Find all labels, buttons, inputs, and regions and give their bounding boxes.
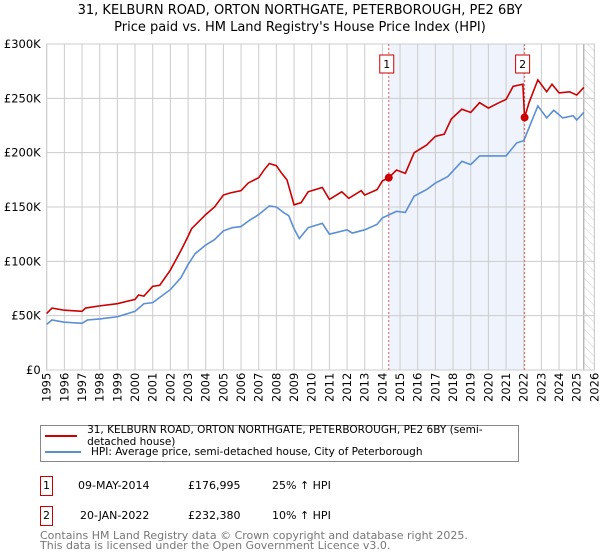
x-tick-label: 1995 xyxy=(40,373,54,402)
x-tick-label: 2005 xyxy=(216,373,230,402)
sale-date: 09-MAY-2014 xyxy=(78,479,150,492)
x-tick-label: 2001 xyxy=(146,373,160,402)
x-tick-label: 2019 xyxy=(464,373,478,402)
x-tick-label: 2024 xyxy=(552,373,566,402)
sale-marker-label: 1 xyxy=(383,58,390,71)
plot-border xyxy=(46,43,595,371)
x-tick-label: 2008 xyxy=(269,373,283,402)
x-tick-label: 1999 xyxy=(110,373,124,402)
x-tick-label: 2013 xyxy=(358,373,372,402)
x-tick-label: 2016 xyxy=(411,373,425,402)
legend-item-property: 31, KELBURN ROAD, ORTON NORTHGATE, PETER… xyxy=(45,424,518,448)
y-tick-label: £300K xyxy=(4,37,41,51)
x-tick-label: 2018 xyxy=(446,373,460,402)
y-tick-label: £250K xyxy=(4,91,41,105)
sale-marker-badge xyxy=(515,54,531,74)
x-tick-label: 1997 xyxy=(75,373,89,402)
sale-row: 1 09-MAY-2014 £176,995 25% ↑ HPI xyxy=(40,476,580,496)
x-tick-label: 2006 xyxy=(234,373,248,402)
x-tick-label: 2010 xyxy=(305,373,319,402)
y-tick-label: £0 xyxy=(26,363,41,377)
x-tick-label: 2009 xyxy=(287,373,301,402)
x-tick-label: 2026 xyxy=(587,373,600,402)
x-tick-label: 2011 xyxy=(322,373,336,402)
x-tick-label: 2021 xyxy=(499,373,513,402)
x-tick-label: 2020 xyxy=(481,373,495,402)
x-tick-label: 2003 xyxy=(181,373,195,402)
y-tick-label: £50K xyxy=(11,309,41,323)
chart-subtitle: Price paid vs. HM Land Registry's House … xyxy=(114,20,486,35)
sale-badge: 2 xyxy=(40,506,53,526)
sale-marker-badge xyxy=(379,54,395,74)
series-line xyxy=(46,78,585,315)
legend-swatch-blue xyxy=(45,451,81,453)
sale-date: 20-JAN-2022 xyxy=(80,509,150,522)
legend-swatch-red xyxy=(45,435,78,437)
sale-hpi-diff: 25% ↑ HPI xyxy=(272,479,331,492)
y-tick-label: £200K xyxy=(4,146,41,160)
sale-point xyxy=(384,173,393,182)
sale-price: £176,995 xyxy=(188,479,241,492)
legend-item-hpi: HPI: Average price, semi-detached house,… xyxy=(45,445,423,459)
x-tick-label: 1996 xyxy=(57,373,71,402)
legend-label: 31, KELBURN ROAD, ORTON NORTHGATE, PETER… xyxy=(87,424,483,448)
footer: Contains HM Land Registry data © Crown c… xyxy=(40,529,468,552)
legend: 31, KELBURN ROAD, ORTON NORTHGATE, PETER… xyxy=(40,424,519,462)
footer-copyright: Contains HM Land Registry data © Crown c… xyxy=(40,529,468,542)
sale-point xyxy=(520,113,529,122)
footer-licence: This data is licensed under the Open Gov… xyxy=(40,539,391,552)
sale-price: £232,380 xyxy=(188,509,241,522)
x-tick-label: 2023 xyxy=(534,373,548,402)
legend-label: HPI: Average price, semi-detached house,… xyxy=(91,446,423,458)
x-tick-label: 2025 xyxy=(570,373,584,402)
x-tick-label: 2007 xyxy=(252,373,266,402)
sale-row: 2 20-JAN-2022 £232,380 10% ↑ HPI xyxy=(40,506,580,526)
x-tick-label: 2004 xyxy=(199,373,213,402)
x-tick-label: 2022 xyxy=(517,373,531,402)
x-tick-label: 2000 xyxy=(128,373,142,402)
y-tick-label: £150K xyxy=(4,200,41,214)
x-tick-label: 2014 xyxy=(375,373,389,402)
sale-hpi-diff: 10% ↑ HPI xyxy=(272,509,331,522)
chart-title: 31, KELBURN ROAD, ORTON NORTHGATE, PETER… xyxy=(77,3,523,18)
x-tick-label: 2015 xyxy=(393,373,407,402)
x-tick-label: 2002 xyxy=(163,373,177,402)
x-tick-label: 2012 xyxy=(340,373,354,402)
y-tick-label: £100K xyxy=(4,254,41,268)
x-tick-label: 1998 xyxy=(93,373,107,402)
sale-marker-label: 2 xyxy=(519,58,526,71)
price-chart: 1995 1996 1997 1998 1999 2000 2001 2002 2003 2004… xyxy=(4,37,600,402)
sale-badge: 1 xyxy=(40,476,53,496)
x-tick-label: 2017 xyxy=(428,373,442,402)
series-line xyxy=(46,104,585,325)
